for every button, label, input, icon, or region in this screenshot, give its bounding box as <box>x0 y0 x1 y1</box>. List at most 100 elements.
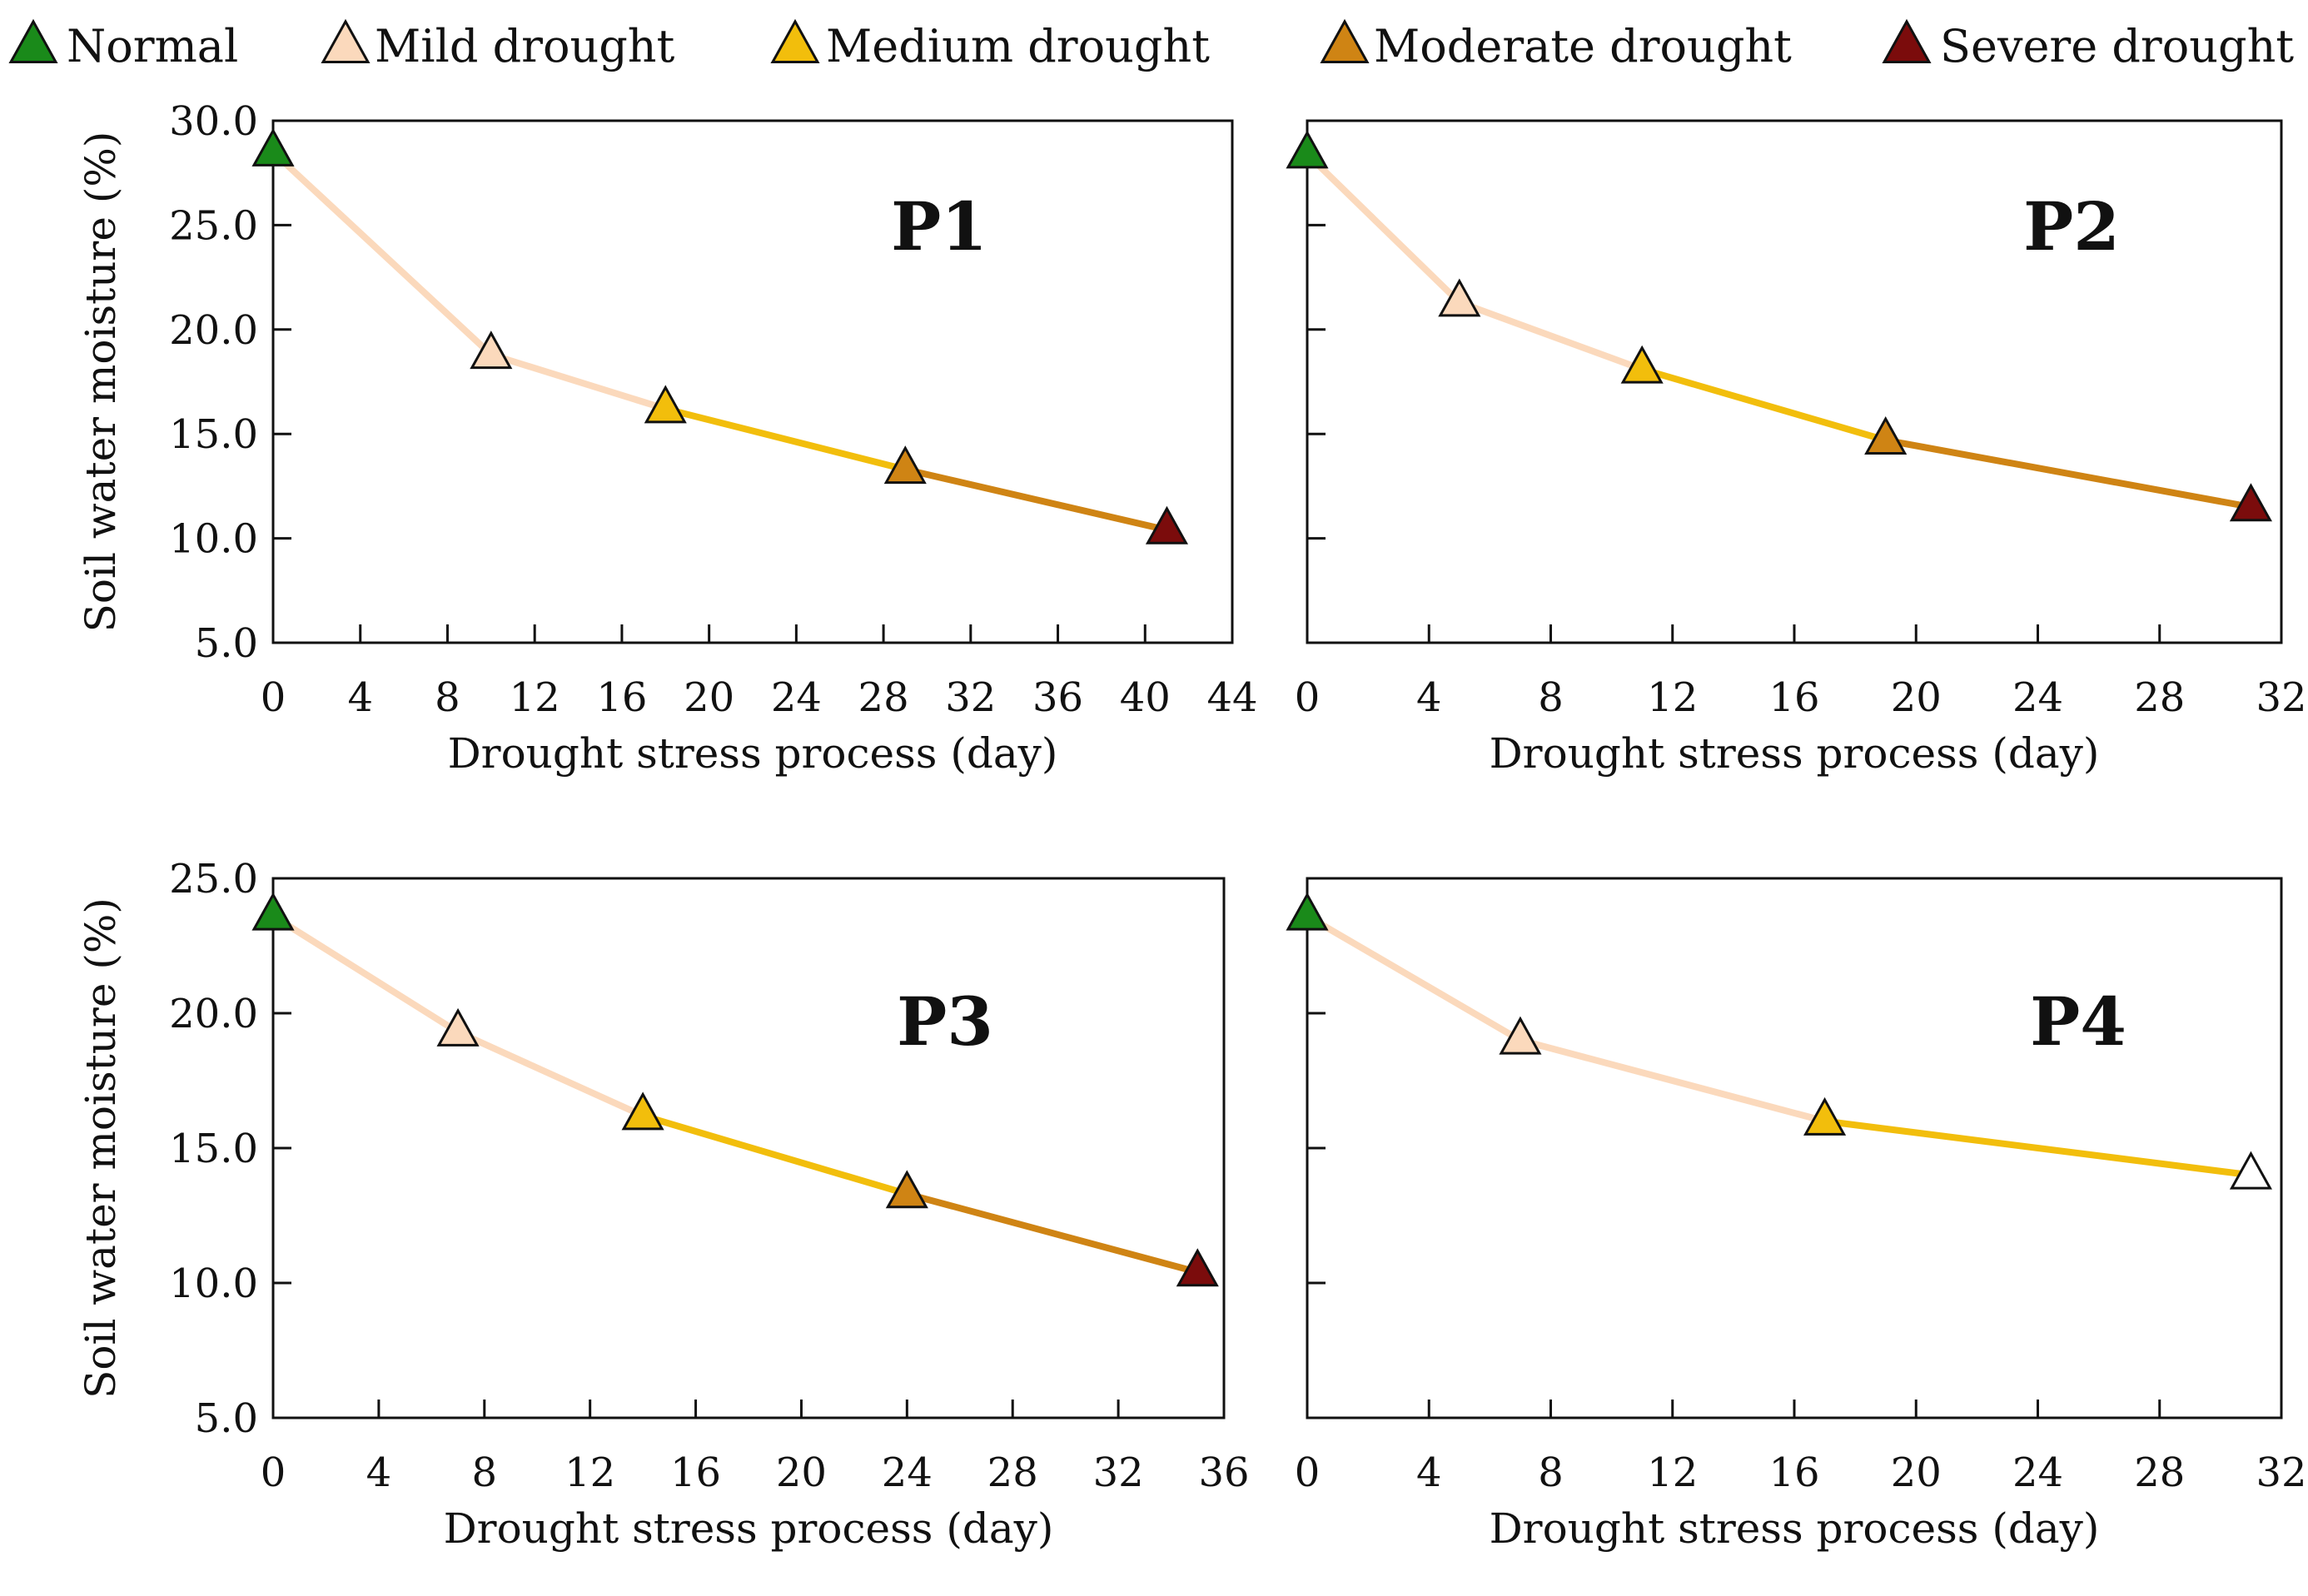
y-tick-label: 20.0 <box>169 307 258 354</box>
series-segment <box>1455 299 1646 373</box>
data-point-marker <box>1176 1248 1219 1287</box>
legend-label: Moderate drought <box>1374 20 1792 72</box>
series-segment <box>455 1028 647 1120</box>
series-segment <box>487 351 669 413</box>
y-tick-label: 20.0 <box>169 991 258 1037</box>
panel-title: P1 <box>891 187 987 266</box>
data-point-marker <box>1145 505 1189 544</box>
x-tick-label: 12 <box>565 1449 615 1496</box>
x-tick-label: 24 <box>2012 674 2063 721</box>
x-axis-title: Drought stress process (day) <box>1490 1504 2100 1553</box>
legend-marker-icon <box>1320 18 1370 63</box>
x-tick-label: 16 <box>1768 674 1819 721</box>
data-point-marker <box>1620 345 1664 384</box>
legend-marker-icon <box>1882 18 1932 63</box>
y-tick-label: 5.0 <box>195 1395 258 1442</box>
y-tick-label: 15.0 <box>169 411 258 458</box>
data-point-marker <box>1803 1096 1847 1136</box>
x-tick-label: 12 <box>1647 674 1698 721</box>
x-tick-label: 20 <box>684 674 734 721</box>
data-point-marker <box>470 331 513 370</box>
x-tick-label: 16 <box>596 674 647 721</box>
panel-title: P3 <box>897 982 993 1061</box>
series-segment <box>639 1112 911 1198</box>
x-tick-label: 0 <box>1295 674 1321 721</box>
x-axis-title: Drought stress process (day) <box>444 1504 1054 1553</box>
x-tick-label: 28 <box>2134 1449 2185 1496</box>
chart-panels: 0 4 8 12 16 20 24 28 32 36 40 445.010.015.020.025.0… <box>77 98 2307 1553</box>
x-tick-label: 36 <box>1032 674 1083 721</box>
data-point-marker <box>2229 483 2272 522</box>
x-tick-label: 0 <box>1295 1449 1321 1496</box>
chart-panel-p1: 0 4 8 12 16 20 24 28 32 36 40 44 5.0 10.0 15.0 20.0 25.0… <box>77 98 1258 778</box>
x-tick-label: 8 <box>1538 1449 1564 1496</box>
data-point-marker <box>1864 415 1908 455</box>
x-tick-label: 28 <box>2134 674 2185 721</box>
x-tick-label: 36 <box>1198 1449 1249 1496</box>
x-tick-label: 32 <box>2256 674 2306 721</box>
legend-item: Mild drought <box>321 18 675 72</box>
x-tick-label: 16 <box>670 1449 721 1496</box>
data-point-marker <box>436 1007 480 1047</box>
x-tick-label: 4 <box>1416 1449 1442 1496</box>
legend-marker-icon <box>8 18 58 63</box>
x-tick-label: 44 <box>1206 674 1257 721</box>
series-segment <box>662 405 909 473</box>
legend-label: Normal <box>67 20 238 72</box>
data-point-marker <box>1286 130 1329 169</box>
legend-item: Medium drought <box>770 18 1210 72</box>
x-tick-label: 40 <box>1120 674 1171 721</box>
y-tick-label: 10.0 <box>169 1260 258 1307</box>
legend-label: Mild drought <box>375 20 675 72</box>
x-tick-label: 4 <box>347 674 373 721</box>
x-tick-label: 28 <box>858 674 909 721</box>
x-tick-label: 12 <box>510 674 560 721</box>
data-point-marker <box>644 385 687 424</box>
x-tick-label: 8 <box>472 1449 498 1496</box>
data-point-marker <box>1286 892 1329 931</box>
y-tick-label: 25.0 <box>169 202 258 249</box>
series-segment <box>270 912 462 1036</box>
data-point-marker <box>251 127 295 167</box>
x-tick-label: 12 <box>1647 1449 1698 1496</box>
x-axis-title: Drought stress process (day) <box>448 729 1058 778</box>
y-axis-title: Soil water moisture (%) <box>77 132 125 633</box>
data-point-marker <box>2229 1151 2272 1190</box>
series-segment <box>270 148 495 358</box>
chart-panel-p3: 0 4 8 12 16 20 24 28 32 36 5.0 10.0 15.0 20.0 25.0 Drou… <box>77 856 1250 1553</box>
x-tick-label: 16 <box>1768 1449 1819 1496</box>
y-tick-label: 30.0 <box>169 98 258 145</box>
y-axis-title: Soil water moisture (%) <box>77 897 125 1399</box>
series-segment <box>1516 1037 1828 1125</box>
plot-area-frame <box>1306 119 2283 644</box>
series-segment <box>1882 436 2255 510</box>
x-tick-label: 20 <box>1891 1449 1942 1496</box>
x-tick-label: 8 <box>1538 674 1564 721</box>
legend-marker-icon <box>770 18 820 63</box>
panel-title: P2 <box>2023 187 2120 266</box>
series-segment <box>902 465 1171 534</box>
y-tick-label: 10.0 <box>169 516 258 563</box>
panel-title: P4 <box>2030 982 2126 1061</box>
x-tick-label: 0 <box>261 1449 286 1496</box>
legend-item: Normal <box>8 18 238 72</box>
data-point-marker <box>1438 278 1481 317</box>
data-point-marker <box>883 445 927 485</box>
data-point-marker <box>621 1091 664 1131</box>
x-tick-label: 28 <box>987 1449 1038 1496</box>
x-tick-label: 20 <box>1891 674 1942 721</box>
x-tick-label: 32 <box>2256 1449 2306 1496</box>
x-tick-label: 24 <box>771 674 822 721</box>
legend-item: Severe drought <box>1882 18 2294 72</box>
x-tick-label: 0 <box>261 674 286 721</box>
x-tick-label: 24 <box>882 1449 933 1496</box>
series-segment <box>1821 1117 2255 1179</box>
y-tick-label: 15.0 <box>169 1126 258 1172</box>
y-tick-label: 25.0 <box>169 856 258 902</box>
series-segment <box>1639 365 1889 444</box>
x-tick-label: 24 <box>2012 1449 2063 1496</box>
legend-label: Medium drought <box>826 20 1210 72</box>
series-segment <box>1304 151 1463 306</box>
chart-panel-p2: 0 4 8 12 16 20 24 28 32 Drought stress process (d… <box>1286 119 2307 778</box>
